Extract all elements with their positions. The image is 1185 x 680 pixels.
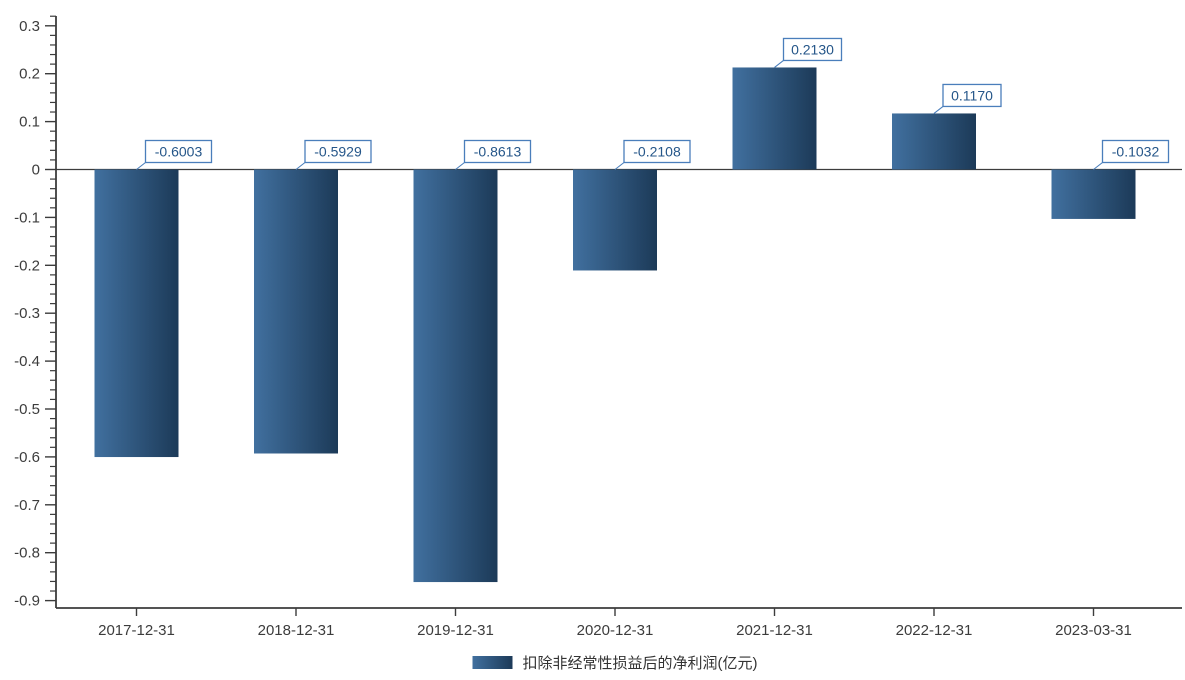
y-tick-label: -0.6 [14, 449, 40, 466]
y-tick-label: -0.1 [14, 209, 40, 226]
value-label-box [1101, 139, 1170, 164]
x-tick-label: 2020-12-31 [577, 622, 654, 639]
x-tick-label: 2017-12-31 [98, 622, 175, 639]
value-label-box [942, 83, 1002, 108]
y-tick-label: -0.4 [14, 353, 40, 370]
x-tick-label: 2021-12-31 [736, 622, 813, 639]
chart-svg: 0.3 0.2 0.1 0 -0.1 -0.2 -0.3 -0.4 -0.5 -0.6 -0.7 -0… [14, 15, 1182, 639]
x-tick-label: 2018-12-31 [258, 622, 335, 639]
value-label-box [782, 37, 843, 62]
value-label-leader [455, 162, 465, 170]
value-label-text: 0.2130 [791, 41, 834, 57]
y-tick-label: 0 [32, 162, 40, 179]
x-tick-label: 2023-03-31 [1055, 622, 1132, 639]
value-label-box [144, 139, 213, 164]
x-tick-label: 2019-12-31 [417, 622, 494, 639]
bar[interactable] [94, 169, 179, 458]
value-label-text: -0.1032 [1112, 144, 1160, 160]
value-label-box [623, 139, 691, 164]
value-label-box [304, 139, 372, 164]
legend: 扣除非经常性损益后的净利润(亿元) [472, 652, 758, 673]
y-tick-label: -0.2 [14, 257, 40, 274]
x-tick-label: 2022-12-31 [896, 622, 973, 639]
value-label-text: -0.2108 [633, 144, 681, 160]
bar[interactable] [1051, 169, 1136, 219]
legend-label: 扣除非经常性损益后的净利润(亿元) [522, 655, 758, 672]
value-label-text: -0.6003 [155, 144, 203, 160]
value-label-text: 0.1170 [951, 87, 993, 103]
bar[interactable] [892, 113, 976, 170]
bar[interactable] [413, 169, 498, 583]
legend-swatch [472, 656, 513, 669]
value-label-leader [614, 162, 625, 170]
bar[interactable] [254, 169, 338, 454]
y-tick-label: -0.7 [14, 497, 40, 514]
value-label-text: -0.8613 [474, 144, 522, 160]
value-label-leader [1093, 162, 1103, 170]
bar[interactable] [732, 67, 817, 170]
y-tick-label: -0.8 [14, 545, 40, 562]
y-tick-label: -0.5 [14, 401, 40, 418]
y-tick-label: -0.3 [14, 305, 40, 322]
value-label-text: -0.5929 [314, 144, 362, 160]
value-label-box [463, 139, 532, 164]
y-tick-label: 0.2 [19, 66, 40, 83]
y-tick-label: 0.1 [19, 114, 40, 131]
value-label-leader [295, 162, 306, 170]
y-tick-label: -0.9 [14, 593, 40, 610]
y-tick-label: 0.3 [19, 18, 40, 35]
value-label-leader [136, 162, 146, 170]
value-label-leader [774, 60, 784, 68]
bar[interactable] [573, 169, 657, 271]
value-label-leader [933, 106, 944, 114]
